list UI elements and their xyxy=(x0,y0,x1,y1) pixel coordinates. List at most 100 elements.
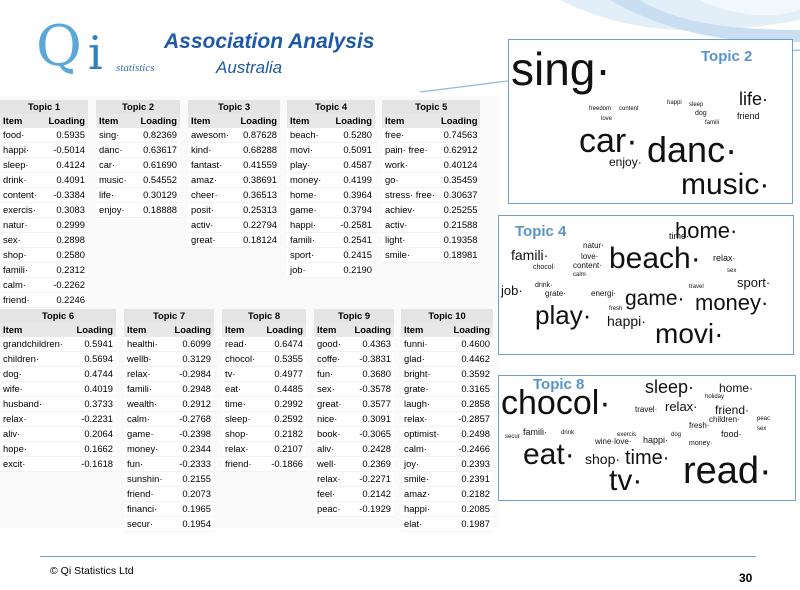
table-row: well· 0.2369 xyxy=(314,456,394,472)
cloud-word: chocol· xyxy=(501,384,611,422)
column-header-item: Item xyxy=(222,323,261,337)
header-swoosh-decoration xyxy=(419,0,800,93)
cloud-word: fresh xyxy=(609,306,623,312)
table-row: danc· 0.63617 xyxy=(96,142,180,158)
table-row: beach· 0.5280 xyxy=(287,128,375,143)
column-header-loading: Loading xyxy=(168,323,214,337)
table-row: joy· 0.2393 xyxy=(401,456,493,472)
loading-cell: 0.4019 xyxy=(70,381,116,397)
table-row: cheer· 0.36513 xyxy=(188,187,280,203)
item-cell: beach· xyxy=(287,128,329,143)
table-row: play· 0.4587 xyxy=(287,157,375,173)
cloud-word: music· xyxy=(681,168,770,201)
item-cell: natur· xyxy=(0,217,43,233)
table-title: Topic 3 xyxy=(188,100,280,114)
cloud-word: time· xyxy=(669,231,689,241)
table-row: posit· 0.25313 xyxy=(188,202,280,218)
table-row: music· 0.54552 xyxy=(96,172,180,188)
loading-cell: 0.2858 xyxy=(446,396,493,412)
item-cell: sex· xyxy=(0,232,43,248)
cloud-word: relax· xyxy=(665,399,698,414)
table-row: smile· 0.18981 xyxy=(382,247,481,263)
table-row: wealth· 0.2912 xyxy=(124,396,214,412)
item-cell: fun· xyxy=(124,456,169,472)
table-row: happi· 0.2085 xyxy=(401,501,493,517)
table-header-row: Item Loading xyxy=(401,323,493,337)
item-cell: sleep· xyxy=(0,157,43,173)
item-cell: great· xyxy=(314,396,348,412)
item-cell: shop· xyxy=(222,426,261,442)
table-row: light· 0.19358 xyxy=(382,232,481,248)
cloud-word: dog xyxy=(695,110,707,117)
table-row: husband· 0.3733 xyxy=(0,396,116,412)
topic-table-10: Topic 10 Item Loading funni· 0.4600 glad· 0.44… xyxy=(401,309,493,532)
item-cell: secur· xyxy=(124,516,169,532)
cloud-word: calm· xyxy=(573,272,588,278)
table-row: exercis· 0.3083 xyxy=(0,202,88,218)
item-cell: relax· xyxy=(222,441,261,457)
loading-cell: 0.2190 xyxy=(328,262,375,278)
table-row: dog· 0.4744 xyxy=(0,366,116,382)
column-header-loading: Loading xyxy=(328,114,375,128)
item-cell: fantast· xyxy=(188,157,235,173)
loading-cell: 0.68288 xyxy=(234,142,280,158)
item-cell: relax· xyxy=(314,471,348,487)
column-header-item: Item xyxy=(314,323,348,337)
item-cell: awesom· xyxy=(188,128,235,143)
table-row: activ· 0.22794 xyxy=(188,217,280,233)
loading-cell: 0.4744 xyxy=(70,366,116,382)
table-header-row: Item Loading xyxy=(0,323,116,337)
loading-cell: 0.2898 xyxy=(42,232,88,248)
loading-cell: 0.2912 xyxy=(168,396,214,412)
table-title: Topic 4 xyxy=(287,100,375,114)
table-row: sleep· 0.4124 xyxy=(0,157,88,173)
item-cell: read· xyxy=(222,337,261,352)
table-row: fun· 0.3680 xyxy=(314,366,394,382)
loading-cell: 0.3592 xyxy=(446,366,493,382)
loading-cell: -0.2398 xyxy=(168,426,214,442)
item-cell: friend· xyxy=(222,456,261,472)
loading-cell: -0.2768 xyxy=(168,411,214,427)
table-header-row: Item Loading xyxy=(287,114,375,128)
table-title: Topic 10 xyxy=(401,309,493,323)
item-cell: drink· xyxy=(0,172,43,188)
item-cell: eat· xyxy=(222,381,261,397)
loading-cell: 0.19358 xyxy=(438,232,481,248)
item-cell: pain· free· xyxy=(382,142,439,158)
table-row: wife· 0.4019 xyxy=(0,381,116,397)
item-cell: grate· xyxy=(401,381,447,397)
loading-cell: -0.1929 xyxy=(347,501,394,517)
item-cell: friend· xyxy=(0,292,43,308)
item-cell: music· xyxy=(96,172,134,188)
loading-cell: 0.2541 xyxy=(328,232,375,248)
item-cell: happi· xyxy=(401,501,447,517)
loading-cell: 0.82369 xyxy=(133,128,180,143)
loading-cell: -0.3578 xyxy=(347,381,394,397)
loading-cell: 0.2182 xyxy=(260,426,306,442)
table-row: financi· 0.1965 xyxy=(124,501,214,517)
loading-cell: 0.54552 xyxy=(133,172,180,188)
loading-cell: 0.3083 xyxy=(42,202,88,218)
item-cell: smile· xyxy=(382,247,439,263)
word-cloud-label: Topic 2 xyxy=(701,48,753,65)
item-cell: aliv· xyxy=(0,426,71,442)
cloud-word: freedom xyxy=(589,106,612,112)
table-row: calm· -0.2768 xyxy=(124,411,214,427)
loading-cell: 0.5935 xyxy=(42,128,88,143)
table-row: car· 0.61690 xyxy=(96,157,180,173)
table-row: elat· 0.1987 xyxy=(401,516,493,532)
loading-cell: 0.4977 xyxy=(260,366,306,382)
item-cell: friend· xyxy=(124,486,169,502)
table-row: famili· 0.2312 xyxy=(0,262,88,278)
loading-cell: 0.6099 xyxy=(168,337,214,352)
loading-cell: -0.2581 xyxy=(328,217,375,233)
table-row: excit· -0.1618 xyxy=(0,456,116,472)
table-row: sing· 0.82369 xyxy=(96,128,180,143)
item-cell: go· xyxy=(382,172,439,188)
loading-cell: 0.3129 xyxy=(168,351,214,367)
item-cell: life· xyxy=(96,187,134,203)
table-row: wellb· 0.3129 xyxy=(124,351,214,367)
cloud-word: enjoy· xyxy=(609,155,642,169)
table-row: movi· 0.5091 xyxy=(287,142,375,158)
table-row: money· 0.4199 xyxy=(287,172,375,188)
